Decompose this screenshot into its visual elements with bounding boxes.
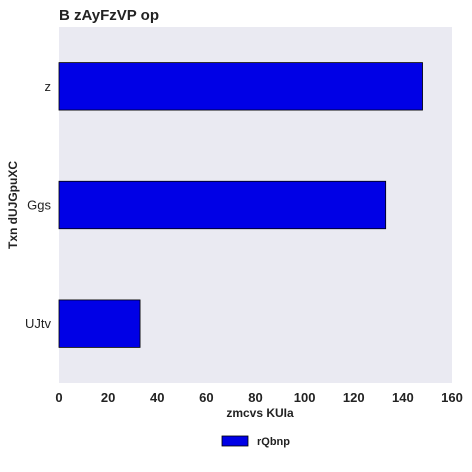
x-tick-labels: 0 20 40 60 80 100 120 140 160 (55, 390, 462, 405)
bars-group (58, 62, 423, 348)
x-tick-label: 100 (294, 390, 316, 405)
x-tick-label: 140 (392, 390, 414, 405)
y-tick-label: Ggs (27, 198, 51, 213)
x-tick-label: 0 (55, 390, 62, 405)
bar-UJtv (58, 299, 141, 348)
legend-swatch (221, 435, 249, 447)
x-tick-label: 160 (441, 390, 463, 405)
y-axis-label: Txn dUJGpuXC (6, 161, 20, 249)
y-tick-label: UJtv (25, 316, 52, 331)
x-axis-label: zmcvs KUIa (226, 406, 294, 420)
x-tick-label: 40 (150, 390, 164, 405)
x-tick-label: 60 (199, 390, 213, 405)
x-tick-label: 120 (343, 390, 365, 405)
x-tick-label: 20 (101, 390, 115, 405)
chart-title: B zAyFzVP op (59, 7, 159, 24)
y-tick-label: z (45, 79, 52, 94)
bar-z (58, 62, 423, 111)
y-tick-labels: UJtv Ggs z (25, 79, 52, 331)
legend-label: rQbnp (257, 436, 290, 448)
legend: rQbnp (221, 435, 290, 448)
bar-Ggs (58, 180, 387, 230)
x-tick-label: 80 (248, 390, 262, 405)
